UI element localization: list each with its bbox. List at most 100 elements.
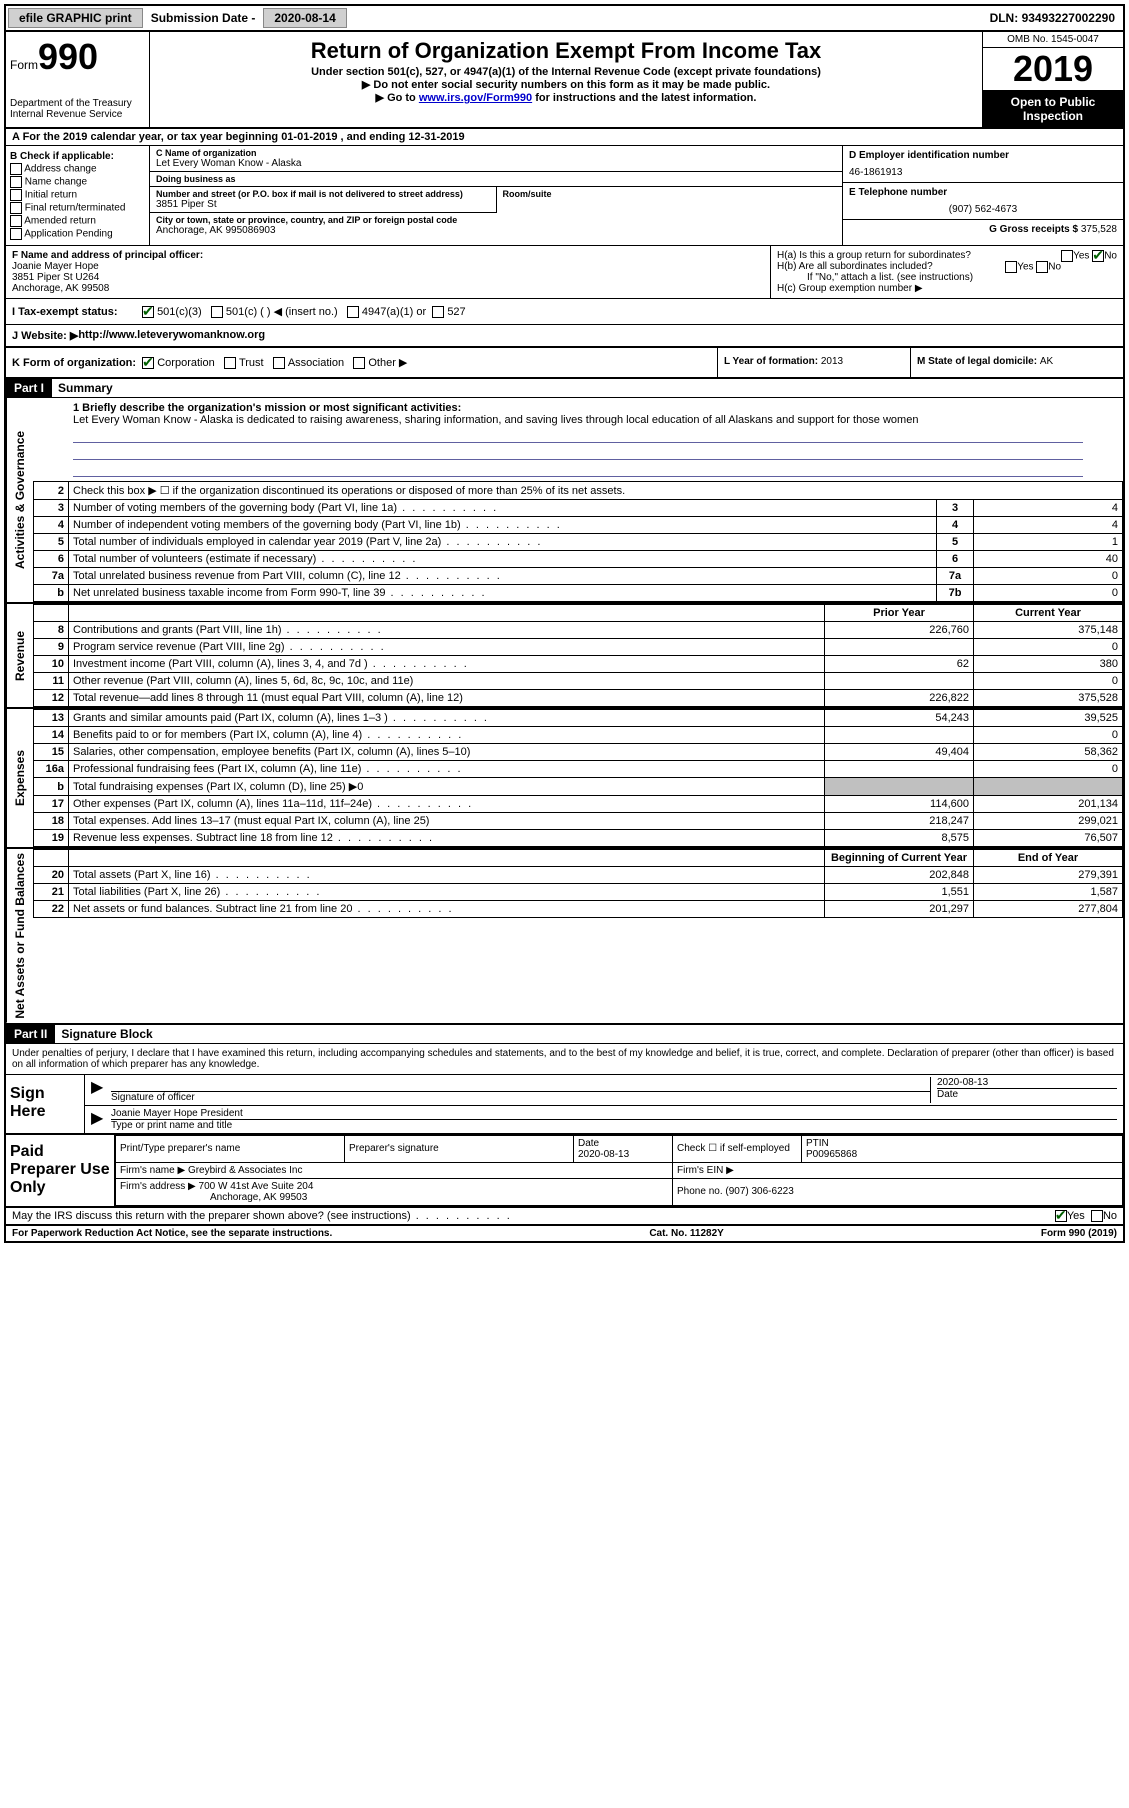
org-name-label: C Name of organization xyxy=(156,148,836,158)
top-bar: efile GRAPHIC print Submission Date - 20… xyxy=(6,6,1123,32)
sig-name-label: Type or print name and title xyxy=(111,1119,1117,1131)
part2-title: Signature Block xyxy=(55,1025,158,1043)
row-i: I Tax-exempt status: 501(c)(3) 501(c) ( … xyxy=(6,299,1123,325)
sidebar-netassets: Net Assets or Fund Balances xyxy=(6,849,33,1023)
website-url: http://www.leteverywomanknow.org xyxy=(78,329,265,342)
form-title: Return of Organization Exempt From Incom… xyxy=(158,38,974,64)
year-formation: 2013 xyxy=(821,356,843,367)
dln: DLN: 93493227002290 xyxy=(990,11,1123,25)
chk-501c[interactable] xyxy=(211,306,223,318)
form-number: 990 xyxy=(38,36,98,78)
footer: For Paperwork Reduction Act Notice, see … xyxy=(6,1226,1123,1241)
sig-name: Joanie Mayer Hope President xyxy=(111,1108,1117,1119)
sign-here-row: Sign Here ▶ Signature of officer 2020-08… xyxy=(6,1075,1123,1135)
sign-here-label: Sign Here xyxy=(6,1075,85,1133)
ein-label: D Employer identification number xyxy=(849,150,1117,161)
col-b: B Check if applicable: Address change Na… xyxy=(6,146,150,245)
prep-date: 2020-08-13 xyxy=(578,1149,629,1160)
footer-right: Form 990 (2019) xyxy=(1041,1228,1117,1239)
revenue-section: Revenue Prior YearCurrent Year 8Contribu… xyxy=(6,604,1123,709)
exp-table: 13Grants and similar amounts paid (Part … xyxy=(33,709,1123,847)
header-center: Return of Organization Exempt From Incom… xyxy=(150,32,982,127)
preparer-table: Print/Type preparer's name Preparer's si… xyxy=(115,1135,1123,1206)
line-a: A For the 2019 calendar year, or tax yea… xyxy=(6,129,1123,146)
section-bcd: B Check if applicable: Address change Na… xyxy=(6,146,1123,246)
dba-label: Doing business as xyxy=(156,174,836,184)
irs-label: Internal Revenue Service xyxy=(10,109,145,120)
prep-self-emp: Check ☐ if self-employed xyxy=(673,1135,802,1162)
chk-501c3[interactable] xyxy=(142,306,154,318)
form-word: Form xyxy=(10,58,38,72)
efile-button[interactable]: efile GRAPHIC print xyxy=(8,8,143,28)
chk-other[interactable] xyxy=(353,357,365,369)
hb-yes[interactable] xyxy=(1005,261,1017,273)
sidebar-governance: Activities & Governance xyxy=(6,398,33,602)
chk-4947[interactable] xyxy=(347,306,359,318)
gov-table: 2Check this box ▶ ☐ if the organization … xyxy=(33,481,1123,602)
preparer-row: Paid Preparer Use Only Print/Type prepar… xyxy=(6,1135,1123,1208)
hc-label: H(c) Group exemption number ▶ xyxy=(777,283,1117,294)
firm-addr2: Anchorage, AK 99503 xyxy=(120,1192,307,1203)
gross-value: 375,528 xyxy=(1081,224,1117,235)
chk-initial[interactable] xyxy=(10,189,22,201)
suite-label: Room/suite xyxy=(503,189,837,199)
net-table: Beginning of Current YearEnd of Year 20T… xyxy=(33,849,1123,918)
addr-label: Number and street (or P.O. box if mail i… xyxy=(156,189,490,199)
header: Form 990 Department of the Treasury Inte… xyxy=(6,32,1123,129)
chk-amended[interactable] xyxy=(10,215,22,227)
discuss-row: May the IRS discuss this return with the… xyxy=(6,1208,1123,1226)
chk-assoc[interactable] xyxy=(273,357,285,369)
mission-text: Let Every Woman Know - Alaska is dedicat… xyxy=(73,414,1083,426)
mission-block: 1 Briefly describe the organization's mi… xyxy=(33,398,1123,481)
footer-left: For Paperwork Reduction Act Notice, see … xyxy=(12,1228,332,1239)
prep-name-label: Print/Type preparer's name xyxy=(116,1135,345,1162)
officer-addr2: Anchorage, AK 99508 xyxy=(12,283,764,294)
state-domicile: AK xyxy=(1040,356,1053,367)
chk-trust[interactable] xyxy=(224,357,236,369)
chk-527[interactable] xyxy=(432,306,444,318)
sig-declaration: Under penalties of perjury, I declare th… xyxy=(6,1044,1123,1075)
addr-value: 3851 Piper St xyxy=(156,199,490,210)
city-label: City or town, state or province, country… xyxy=(156,215,836,225)
city-value: Anchorage, AK 995086903 xyxy=(156,225,836,236)
chk-name[interactable] xyxy=(10,176,22,188)
netassets-section: Net Assets or Fund Balances Beginning of… xyxy=(6,849,1123,1025)
part2-header-row: Part II Signature Block xyxy=(6,1025,1123,1044)
gross-label: G Gross receipts $ xyxy=(989,224,1081,235)
tax-year: 2019 xyxy=(983,48,1123,91)
discuss-yes[interactable] xyxy=(1055,1210,1067,1222)
chk-address[interactable] xyxy=(10,163,22,175)
ha-no[interactable] xyxy=(1092,250,1104,262)
col-b-label: B Check if applicable: xyxy=(10,151,145,162)
chk-corp[interactable] xyxy=(142,357,154,369)
ssn-warning: ▶ Do not enter social security numbers o… xyxy=(158,78,974,91)
form-subtitle: Under section 501(c), 527, or 4947(a)(1)… xyxy=(158,66,974,78)
row-k: K Form of organization: Corporation Trus… xyxy=(6,348,1123,379)
discuss-no[interactable] xyxy=(1091,1210,1103,1222)
part1-header-row: Part I Summary xyxy=(6,379,1123,398)
chk-pending[interactable] xyxy=(10,228,22,240)
part1-label: Part I xyxy=(6,379,52,397)
firm-name: Greybird & Associates Inc xyxy=(188,1165,303,1176)
sig-date-label: Date xyxy=(937,1088,1117,1100)
org-name: Let Every Woman Know - Alaska xyxy=(156,158,836,169)
irs-link[interactable]: www.irs.gov/Form990 xyxy=(419,92,532,104)
chk-final[interactable] xyxy=(10,202,22,214)
ha-yes[interactable] xyxy=(1061,250,1073,262)
sidebar-revenue: Revenue xyxy=(6,604,33,707)
col-c: C Name of organization Let Every Woman K… xyxy=(150,146,842,245)
part1-title: Summary xyxy=(52,379,119,397)
submission-date-button[interactable]: 2020-08-14 xyxy=(263,8,346,28)
instructions-line: ▶ Go to www.irs.gov/Form990 for instruct… xyxy=(158,91,974,104)
col-d: D Employer identification number 46-1861… xyxy=(842,146,1123,245)
header-left: Form 990 Department of the Treasury Inte… xyxy=(6,32,150,127)
prep-sig-label: Preparer's signature xyxy=(345,1135,574,1162)
section-f: F Name and address of principal officer:… xyxy=(6,246,771,298)
firm-ein-label: Firm's EIN ▶ xyxy=(673,1162,1123,1178)
officer-addr1: 3851 Piper St U264 xyxy=(12,272,764,283)
officer-name: Joanie Mayer Hope xyxy=(12,261,764,272)
phone-value: (907) 562-4673 xyxy=(849,204,1117,215)
hb-no[interactable] xyxy=(1036,261,1048,273)
hb-note: If "No," attach a list. (see instruction… xyxy=(777,272,1117,283)
sidebar-expenses: Expenses xyxy=(6,709,33,847)
